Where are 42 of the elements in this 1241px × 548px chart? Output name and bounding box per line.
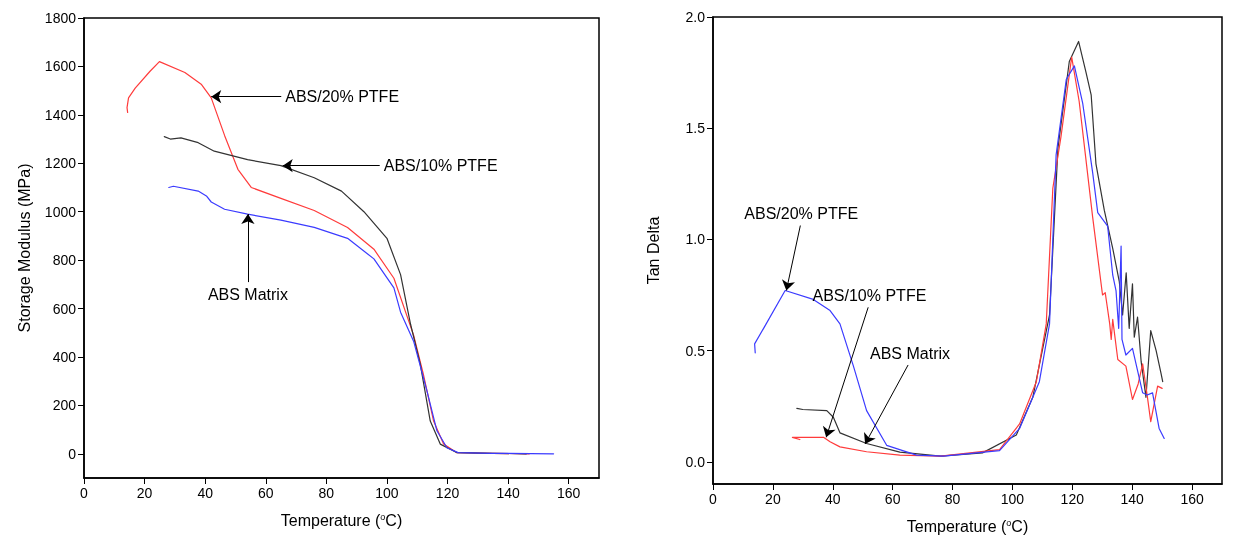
x-tick-label: 0 — [709, 491, 718, 507]
y-tick-label: 600 — [52, 300, 77, 317]
x-tick-label: 160 — [557, 485, 581, 501]
x-tick-label: 140 — [496, 485, 521, 501]
x-tick-label: 80 — [318, 485, 335, 501]
annotation: ABS/20% PTFE — [285, 88, 400, 106]
x-tick-label: 60 — [884, 491, 901, 507]
y-axis-title: Tan Delta — [644, 216, 662, 285]
x-tick-label: 80 — [944, 491, 961, 507]
x-tick-label: 40 — [824, 491, 841, 507]
x-tick-label: 0 — [80, 485, 89, 501]
y-tick-label: 1800 — [44, 10, 77, 26]
y-tick-label: 0.0 — [685, 453, 706, 470]
x-tick-label: 40 — [197, 485, 214, 501]
line-series — [168, 185, 555, 455]
y-tick-label: 0 — [68, 445, 77, 462]
y-tick-label: 1.0 — [685, 231, 706, 248]
x-tick-label: 140 — [1120, 491, 1145, 507]
y-tick-label: 0.5 — [685, 342, 706, 359]
y-tick-label: 1000 — [44, 203, 77, 220]
annotation: ABS/10% PTFE — [383, 157, 498, 175]
y-tick-label: 1200 — [44, 155, 77, 172]
y-tick-label: 2.0 — [685, 9, 706, 25]
x-tick-label: 100 — [375, 485, 399, 501]
x-tick-label: 120 — [435, 485, 460, 501]
annotation: ABS/10% PTFE — [812, 286, 927, 304]
annotation: ABS Matrix — [207, 285, 288, 303]
x-tick-label: 60 — [257, 485, 274, 501]
annotation: ABS Matrix — [870, 344, 951, 362]
y-axis-title: Storage Modulus (MPa) — [15, 163, 33, 333]
y-tick-label: 800 — [52, 252, 77, 269]
y-tick-label: 200 — [52, 397, 77, 414]
y-tick-label: 1400 — [44, 106, 77, 123]
y-tick-label: 1600 — [44, 58, 77, 75]
x-tick-label: 20 — [765, 491, 781, 507]
x-tick-label: 20 — [136, 485, 153, 501]
annotation: ABS/20% PTFE — [744, 205, 859, 223]
x-tick-label: 120 — [1060, 491, 1085, 507]
y-tick-label: 400 — [52, 348, 77, 365]
x-tick-label: 160 — [1180, 491, 1204, 507]
y-tick-label: 1.5 — [685, 120, 706, 137]
x-tick-label: 100 — [1000, 491, 1025, 507]
